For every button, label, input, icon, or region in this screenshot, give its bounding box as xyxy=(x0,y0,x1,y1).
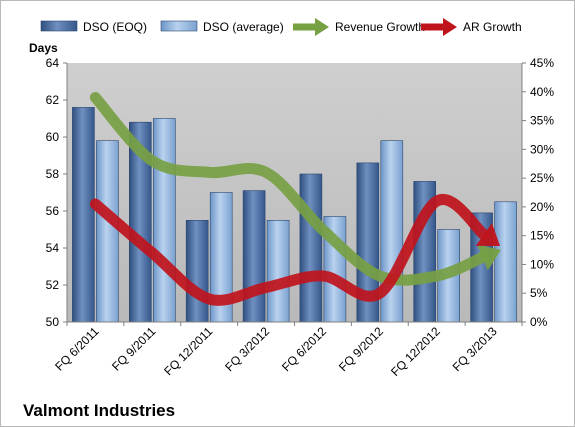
y-axis-title: Days xyxy=(29,41,58,55)
legend-swatch-dso-eoq- xyxy=(40,20,78,32)
y-tick-label: 52 xyxy=(46,278,60,292)
x-tick-label: FQ 9/2012 xyxy=(336,324,386,374)
y2-tick-label: 45% xyxy=(530,56,554,70)
legend: DSO (EOQ) DSO (average) Revenue Growth AR G… xyxy=(40,18,522,36)
legend-label-dso-eoq-: DSO (EOQ) xyxy=(83,20,147,34)
x-tick-label: FQ 9/2011 xyxy=(109,324,159,374)
y2-tick-label: 5% xyxy=(530,286,548,300)
x-tick-label: FQ 12/2011 xyxy=(161,324,215,378)
y-tick-label: 58 xyxy=(46,167,60,181)
chart-title: Valmont Industries xyxy=(23,401,175,420)
y-tick-label: 62 xyxy=(46,93,60,107)
x-tick-label: FQ 3/2013 xyxy=(450,324,500,374)
y-tick-label: 56 xyxy=(46,204,60,218)
bar-dso-eoq-3 xyxy=(242,190,266,323)
y-tick-label: 64 xyxy=(46,56,60,70)
legend-label-ar-growth: AR Growth xyxy=(463,20,522,34)
ar-growth-arrowhead xyxy=(475,223,501,246)
ar-growth-line xyxy=(89,194,490,306)
legend-arrow-icon xyxy=(443,18,457,36)
y-tick-label: 60 xyxy=(46,130,60,144)
bar-dso-eoq-4 xyxy=(299,173,323,323)
x-tick-label: FQ 6/2012 xyxy=(279,324,329,374)
bar-dso-eoq-2 xyxy=(185,220,209,323)
legend-swatch-dso-average- xyxy=(160,20,198,32)
y2-tick-label: 35% xyxy=(530,114,554,128)
legend-label-dso-average-: DSO (average) xyxy=(203,20,284,34)
x-tick-label: FQ 12/2012 xyxy=(388,324,443,379)
bar-dso-average-0 xyxy=(96,140,119,323)
x-tick-label: FQ 6/2011 xyxy=(52,324,102,374)
x-tick-label: FQ 3/2012 xyxy=(222,324,272,374)
y-tick-label: 54 xyxy=(46,241,60,255)
revenue-growth-line xyxy=(89,92,488,286)
y2-tick-label: 0% xyxy=(530,315,548,329)
bar-dso-average-3 xyxy=(266,220,290,323)
y-tick-label: 50 xyxy=(46,315,60,329)
y2-tick-label: 30% xyxy=(530,142,554,156)
legend-label-revenue-growth: Revenue Growth xyxy=(335,20,425,34)
lines-layer xyxy=(89,92,501,306)
legend-arrow-icon xyxy=(315,18,329,36)
y2-tick-label: 25% xyxy=(530,171,554,185)
y2-tick-label: 20% xyxy=(530,200,554,214)
y2-tick-label: 15% xyxy=(530,229,554,243)
bar-dso-average-1 xyxy=(153,118,176,323)
revenue-growth-arrowhead xyxy=(477,244,501,271)
y2-tick-label: 10% xyxy=(530,257,554,271)
y2-tick-label: 40% xyxy=(530,85,554,99)
bar-dso-average-7 xyxy=(494,201,517,323)
bar-dso-eoq-0 xyxy=(72,107,95,323)
